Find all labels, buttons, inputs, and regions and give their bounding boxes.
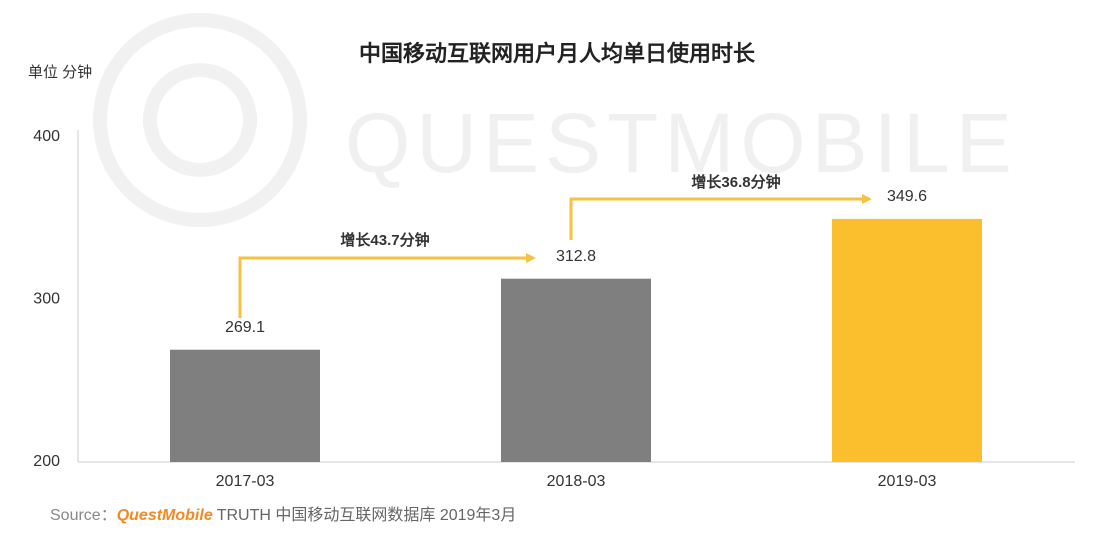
y-tick-label: 200	[33, 453, 60, 470]
growth-arrow	[238, 256, 530, 318]
annotation: 增长36.8分钟	[691, 173, 780, 191]
source-text: TRUTH 中国移动互联网数据库 2019年3月	[217, 506, 517, 524]
x-tick-label: 2017-03	[216, 473, 275, 490]
source-brand: QuestMobile	[117, 507, 213, 524]
x-tick-label: 2018-03	[547, 473, 606, 490]
growth-arrow	[569, 197, 866, 240]
value-label: 269.1	[225, 319, 265, 336]
source: Source：QuestMobile TRUTH 中国移动互联网数据库 2019年…	[50, 506, 516, 524]
arrow-head	[526, 253, 536, 263]
watermark-logo	[93, 13, 307, 227]
watermark: QUESTMOBILE	[345, 96, 1018, 190]
value-label: 312.8	[556, 248, 596, 265]
source-label: Source：	[50, 507, 117, 524]
bar	[501, 278, 651, 462]
x-tick-label: 2019-03	[878, 473, 937, 490]
chart-title: 中国移动互联网用户月人均单日使用时长	[359, 41, 756, 66]
arrow-head	[862, 194, 872, 204]
bar	[832, 218, 982, 462]
y-tick-label: 300	[33, 291, 60, 308]
bar	[170, 349, 320, 462]
annotation: 增长43.7分钟	[340, 231, 429, 249]
unit-label: 单位 分钟	[28, 64, 92, 81]
y-tick-label: 400	[33, 128, 60, 145]
value-label: 349.6	[887, 188, 927, 205]
